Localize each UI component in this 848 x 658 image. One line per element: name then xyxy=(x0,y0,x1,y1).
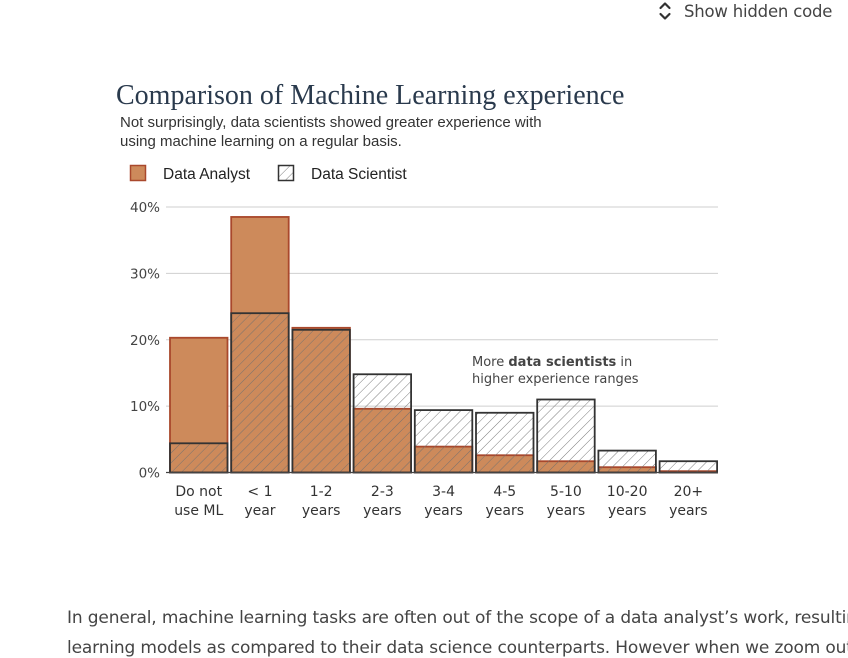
bar-data-scientist[interactable] xyxy=(291,328,351,474)
chevron-up-down-icon xyxy=(658,0,672,22)
x-tick-label: years xyxy=(669,503,708,519)
x-tick-label: year xyxy=(244,503,275,519)
x-tick-label: Do not xyxy=(175,484,222,500)
legend-swatch-data-analyst xyxy=(129,164,147,182)
x-tick-label: 3-4 xyxy=(432,484,455,500)
legend-label-data-analyst: Data Analyst xyxy=(163,166,251,183)
x-tick-label: use ML xyxy=(174,503,223,519)
article-paragraph-line-1: In general, machine learning tasks are o… xyxy=(67,608,848,628)
chart-subtitle: Not surprisingly, data scientists showed… xyxy=(120,114,542,150)
chart-y-axis: 0% 10% 20% 30% 40% xyxy=(130,200,160,482)
bar-data-scientist[interactable] xyxy=(169,442,229,474)
bar-data-scientist[interactable] xyxy=(413,409,474,474)
y-tick-label: 30% xyxy=(130,266,160,282)
x-tick-label: 4-5 xyxy=(493,484,516,500)
bar-data-scientist[interactable] xyxy=(597,449,657,474)
y-tick-label: 10% xyxy=(130,399,160,415)
bar-data-scientist[interactable] xyxy=(536,398,596,474)
x-tick-label: years xyxy=(547,503,586,519)
x-tick-label: 5-10 xyxy=(550,484,582,500)
y-tick-label: 40% xyxy=(130,200,160,216)
x-tick-label: years xyxy=(424,503,463,519)
x-tick-label: years xyxy=(485,503,524,519)
legend-item-data-analyst[interactable]: Data Analyst xyxy=(129,164,251,184)
legend-swatch-data-scientist xyxy=(277,164,295,182)
annotation-line-2: higher experience ranges xyxy=(472,372,639,387)
legend-label-data-scientist: Data Scientist xyxy=(311,166,407,183)
x-tick-label: years xyxy=(363,503,402,519)
bar-data-scientist[interactable] xyxy=(475,411,535,474)
chart-legend: Data Analyst Data Scientist xyxy=(129,164,408,184)
article-paragraph-line-2: learning models as compared to their dat… xyxy=(67,638,848,658)
series-data-scientist xyxy=(169,312,718,474)
annotation-line-1: More data scientists in xyxy=(472,355,632,370)
bar-data-scientist[interactable] xyxy=(352,373,413,474)
y-tick-label: 0% xyxy=(139,466,161,482)
bar-data-scientist[interactable] xyxy=(230,312,290,474)
x-tick-label: 10-20 xyxy=(607,484,648,500)
bar-data-scientist[interactable] xyxy=(658,460,718,474)
annotation-emphasis: data scientists xyxy=(508,355,616,370)
show-hidden-code-label: Show hidden code xyxy=(684,1,833,21)
annotation-suffix: in xyxy=(616,355,632,370)
x-tick-label: years xyxy=(302,503,341,519)
x-tick-label: years xyxy=(608,503,647,519)
y-tick-label: 20% xyxy=(130,333,160,349)
show-hidden-code-toggle[interactable]: Show hidden code xyxy=(658,0,832,22)
x-tick-label: 20+ xyxy=(674,484,704,500)
chart-title: Comparison of Machine Learning experienc… xyxy=(116,80,625,111)
legend-item-data-scientist[interactable]: Data Scientist xyxy=(277,164,408,184)
x-tick-label: < 1 xyxy=(247,484,272,500)
ml-experience-chart: Data Analyst Data Scientist 0% 10% 20% 30% 4… xyxy=(129,164,718,519)
annotation-prefix: More xyxy=(472,355,508,370)
chart-x-axis: Do not use ML < 1 year 1-2 years 2-3 years 3-4 ye… xyxy=(174,484,707,519)
x-tick-label: 1-2 xyxy=(310,484,333,500)
x-tick-label: 2-3 xyxy=(371,484,394,500)
chart-annotation: More data scientists in higher experienc… xyxy=(472,355,639,387)
